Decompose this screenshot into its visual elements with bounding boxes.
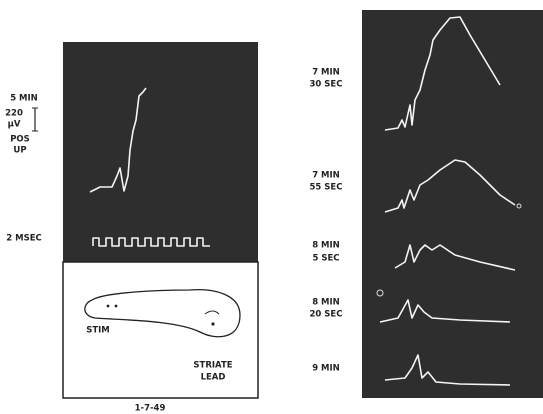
polarity: UP bbox=[13, 146, 26, 156]
electrode bbox=[211, 322, 214, 325]
scale-unit: µV bbox=[8, 120, 21, 130]
trace-label: 8 MIN bbox=[312, 298, 340, 308]
diagram-label: STRIATE bbox=[193, 361, 232, 371]
date: 1-7-49 bbox=[135, 404, 166, 414]
left-oscillogram bbox=[63, 42, 258, 262]
electrode bbox=[115, 305, 118, 308]
trace-label: 9 MIN bbox=[312, 364, 340, 374]
trace-label: 30 SEC bbox=[310, 80, 343, 90]
diagram-label: LEAD bbox=[201, 373, 226, 383]
polarity: POS bbox=[10, 135, 30, 145]
diagram-label: STIM bbox=[86, 326, 110, 336]
figure: 5 MIN 220 µV POS UP 2 MSEC STIM STRIATE … bbox=[0, 0, 543, 414]
trace-label: 5 SEC bbox=[312, 254, 339, 264]
calibration-label: 2 MSEC bbox=[6, 234, 42, 244]
time-label: 5 MIN bbox=[10, 94, 38, 104]
trace-label: 7 MIN bbox=[312, 68, 340, 78]
right-oscillogram bbox=[362, 10, 543, 398]
trace-label: 20 SEC bbox=[310, 310, 343, 320]
trace-label: 8 MIN bbox=[312, 241, 340, 251]
trace-label: 7 MIN bbox=[312, 171, 340, 181]
electrode bbox=[107, 305, 110, 308]
scale-value: 220 bbox=[5, 109, 23, 119]
trace-label: 55 SEC bbox=[310, 183, 343, 193]
